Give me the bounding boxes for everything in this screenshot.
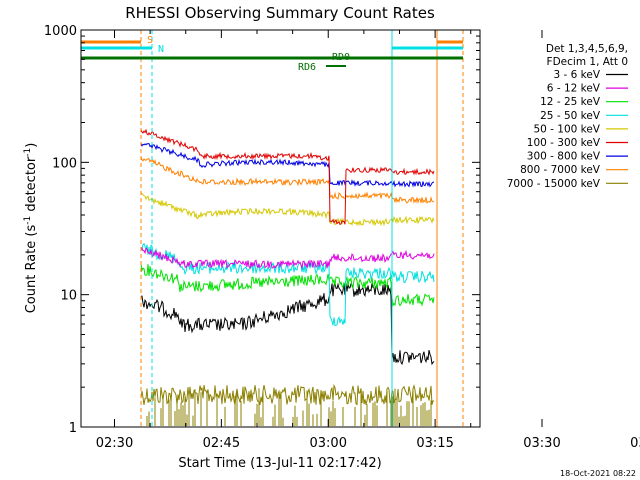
series-curve xyxy=(140,192,435,227)
flag-label: S xyxy=(147,35,153,46)
legend-header-line: FDecim 1, Att 0 xyxy=(547,56,628,68)
series-curve xyxy=(140,247,435,270)
axis-ticks xyxy=(81,29,543,428)
x-tick-label: 03:45 xyxy=(630,436,640,451)
y-tick-label: 1 xyxy=(69,421,77,436)
chart-title: RHESSI Observing Summary Count Rates xyxy=(125,4,435,22)
y-tick-label: 1000 xyxy=(44,24,77,39)
legend-entry-label: 800 - 7000 keV xyxy=(520,164,601,176)
flag-bars: SN RD0 RD6 xyxy=(81,35,463,73)
legend-entry-label: 12 - 25 keV xyxy=(540,96,601,108)
legend-entry-label: 100 - 300 keV xyxy=(527,137,601,149)
legend-entry-label: 6 - 12 keV xyxy=(547,83,601,95)
legend-entry-label: 7000 - 15000 keV xyxy=(507,178,601,190)
x-tick-label: 03:30 xyxy=(523,436,560,451)
series-curves xyxy=(140,128,435,426)
axis-tick-labels: 02:30 02:45 03:00 03:15 03:30 03:45 1 10 100 1000 xyxy=(44,24,640,451)
series-curve xyxy=(140,264,435,307)
series-curve xyxy=(140,128,435,226)
attenuator-lines xyxy=(140,30,464,427)
x-tick-label: 02:30 xyxy=(96,436,133,451)
flag-label: RD6 xyxy=(298,62,316,73)
y-axis-label: Count Rate (s-1 detector-1) xyxy=(23,143,39,314)
legend-entry-label: 3 - 6 keV xyxy=(553,69,600,81)
legend-entry-label: 25 - 50 keV xyxy=(540,110,601,122)
plot-frame xyxy=(80,29,481,428)
series-curve xyxy=(140,156,435,205)
y-tick-label: 100 xyxy=(52,156,77,171)
flag-label: N xyxy=(158,44,164,55)
x-axis-label: Start Time (13-Jul-11 02:17:42) xyxy=(178,456,381,471)
flag-label: RD0 xyxy=(332,52,350,63)
x-tick-label: 03:00 xyxy=(310,436,347,451)
legend-entry-label: 300 - 800 keV xyxy=(527,151,601,163)
legend: Det 1,3,4,5,6,9,FDecim 1, Att 03 - 6 keV… xyxy=(507,43,628,190)
legend-entry-label: 50 - 100 keV xyxy=(533,123,600,135)
x-tick-label: 02:45 xyxy=(203,436,240,451)
series-curve xyxy=(140,142,435,188)
series-curve xyxy=(140,281,435,366)
x-tick-label: 03:15 xyxy=(416,436,453,451)
series-curve xyxy=(140,242,435,327)
footer-timestamp: 18-Oct-2021 08:22 xyxy=(560,469,636,478)
y-tick-label: 10 xyxy=(60,289,77,304)
series-curve xyxy=(140,383,435,406)
legend-header-line: Det 1,3,4,5,6,9, xyxy=(546,43,628,55)
